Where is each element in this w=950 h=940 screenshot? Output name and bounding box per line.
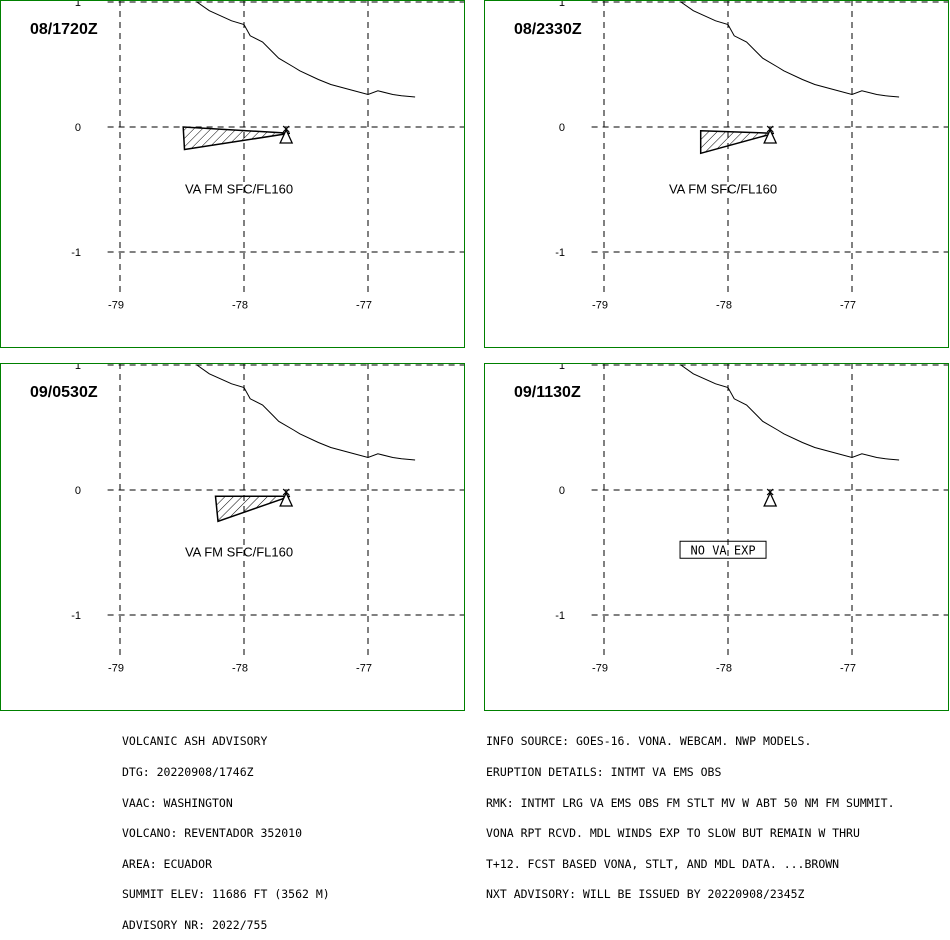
flight-level-label: VA FM SFC/FL160	[185, 544, 293, 559]
lat-tick-label: 0	[75, 122, 81, 134]
map-panel-09-0530z: 1 0 -1 -79 -78 -77 09/0530Z VA FM SFC/FL160	[0, 360, 465, 711]
advisory-summit-elev: SUMMIT ELEV: 11686 FT (3562 M)	[122, 887, 330, 902]
ash-cloud-polygon	[214, 495, 291, 523]
panel-time-title: 09/1130Z	[514, 384, 581, 401]
forecast-panels: 1 0 -1 -79 -78 -77 08/1720Z VA FM SFC/FL160 1 0 -1…	[0, 0, 949, 711]
lon-tick-label: -77	[356, 662, 372, 674]
map-panel-08-1720z: 1 0 -1 -79 -78 -77 08/1720Z VA FM SFC/FL160	[0, 0, 465, 348]
lon-tick-label: -79	[592, 299, 608, 311]
ash-cloud-polygon	[182, 126, 291, 151]
lon-tick-label: -78	[232, 662, 248, 674]
advisory-number: ADVISORY NR: 2022/755	[122, 917, 268, 932]
lon-tick-label: -77	[840, 299, 856, 311]
panel-border	[0, 0, 465, 348]
panel-time-title: 08/2330Z	[514, 21, 582, 38]
lat-tick-label: 1	[75, 360, 81, 372]
panel-border	[484, 363, 949, 711]
lat-tick-label: 0	[559, 122, 565, 134]
lat-tick-label: -1	[71, 247, 81, 259]
ash-cloud-polygon	[699, 130, 775, 155]
volcano-icon	[279, 491, 294, 507]
panel-border	[0, 363, 465, 711]
volcano-icon	[279, 128, 294, 144]
lon-tick-label: -77	[356, 299, 372, 311]
lon-tick-label: -79	[108, 299, 124, 311]
advisory-title: VOLCANIC ASH ADVISORY	[122, 734, 268, 749]
panel-border	[484, 0, 949, 348]
lat-tick-label: -1	[555, 247, 565, 259]
advisory-remarks-line-2: VONA RPT RCVD. MDL WINDS EXP TO SLOW BUT…	[486, 826, 860, 841]
lon-tick-label: -79	[592, 662, 608, 674]
advisory-eruption-details: ERUPTION DETAILS: INTMT VA EMS OBS	[486, 765, 722, 779]
volcano-marker-cross	[282, 488, 290, 496]
advisory-next-advisory: NXT ADVISORY: WILL BE ISSUED BY 20220908…	[486, 887, 805, 902]
advisory-volcano: VOLCANO: REVENTADOR 352010	[122, 826, 303, 841]
advisory-vaac: VAAC: WASHINGTON	[122, 795, 233, 810]
lat-tick-label: 1	[559, 0, 565, 9]
advisory-info-source: INFO SOURCE: GOES-16. VONA. WEBCAM. NWP …	[486, 734, 812, 749]
lon-tick-label: -78	[716, 662, 732, 674]
no-va-label: NO VA EXP	[691, 543, 756, 557]
volcano-icon	[763, 491, 778, 507]
advisory-remarks-line-3: T+12. FCST BASED VONA, STLT, AND MDL DAT…	[486, 856, 840, 871]
lon-tick-label: -79	[108, 662, 124, 674]
lat-tick-label: 1	[559, 360, 565, 372]
advisory-dtg: DTG: 20220908/1746Z	[122, 765, 254, 779]
advisory-remarks-line-1: RMK: INTMT LRG VA EMS OBS FM STLT MV W A…	[486, 795, 895, 810]
coastline	[680, 1, 900, 98]
flight-level-label: VA FM SFC/FL160	[185, 181, 293, 196]
advisory-area: AREA: ECUADOR	[122, 856, 213, 871]
coastline	[196, 364, 416, 461]
advisory-remarks-block: INFO SOURCE: GOES-16. VONA. WEBCAM. NWP …	[486, 716, 895, 910]
volcano-icon	[763, 128, 778, 144]
lon-tick-label: -78	[716, 299, 732, 311]
lat-tick-label: -1	[71, 610, 81, 622]
panel-time-title: 09/0530Z	[30, 384, 98, 401]
map-panel-09-1130z: 1 0 -1 -79 -78 -77 09/1130Z NO VA EXP	[484, 360, 949, 711]
lat-tick-label: 1	[75, 0, 81, 9]
coastline	[196, 1, 416, 98]
volcano-marker-cross	[766, 125, 774, 133]
flight-level-label: VA FM SFC/FL160	[669, 181, 777, 196]
lon-tick-label: -78	[232, 299, 248, 311]
volcano-marker-cross	[282, 125, 290, 133]
lat-tick-label: 0	[559, 485, 565, 497]
lat-tick-label: 0	[75, 485, 81, 497]
map-panel-08-2330z: 1 0 -1 -79 -78 -77 08/2330Z VA FM SFC/FL160	[484, 0, 949, 348]
panel-time-title: 08/1720Z	[30, 21, 98, 38]
coastline	[680, 364, 900, 461]
advisory-header-block: VOLCANIC ASH ADVISORY DTG: 20220908/1746…	[122, 716, 330, 940]
lat-tick-label: -1	[555, 610, 565, 622]
lon-tick-label: -77	[840, 662, 856, 674]
volcano-marker-cross	[766, 488, 774, 496]
no-va-label-box	[679, 540, 767, 559]
